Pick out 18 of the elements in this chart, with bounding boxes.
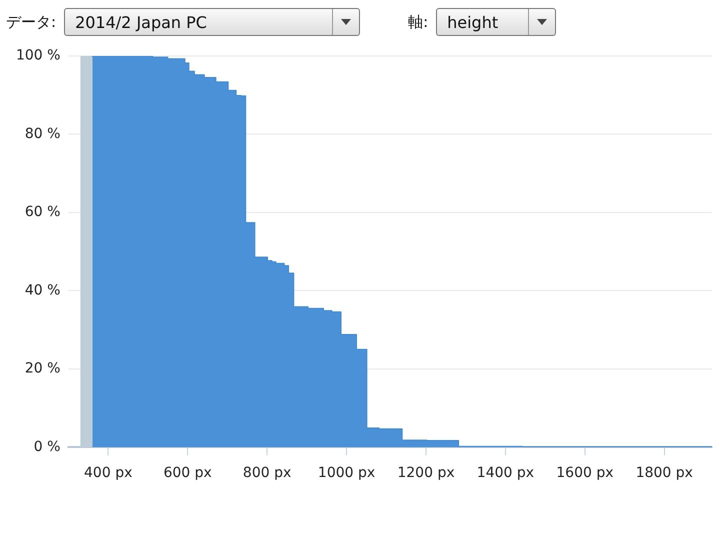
x-tick-label: 1600 px — [556, 465, 614, 482]
y-tick-label: 80 % — [24, 126, 60, 142]
dropdown-field: 2014/2 Japan PC — [64, 8, 360, 36]
y-tick-label: 40 % — [24, 282, 60, 298]
y-tick-label: 100 % — [16, 48, 60, 64]
y-tick-label: 60 % — [24, 204, 60, 220]
y-tick-label: 20 % — [24, 360, 60, 377]
x-tick-label: 600 px — [163, 465, 212, 482]
x-tick-label: 1200 px — [397, 465, 455, 482]
y-tick-label: 0 % — [34, 438, 60, 455]
x-tick-label: 800 px — [242, 465, 292, 482]
x-tick-label: 1000 px — [318, 465, 376, 482]
x-tick-label: 1800 px — [636, 465, 693, 482]
dropdown-field: height — [436, 8, 556, 36]
text: 軸: — [408, 12, 428, 32]
x-tick-label: 400 px — [84, 465, 132, 482]
x-tick-label: 1400 px — [476, 465, 534, 482]
text: データ: — [6, 12, 56, 32]
